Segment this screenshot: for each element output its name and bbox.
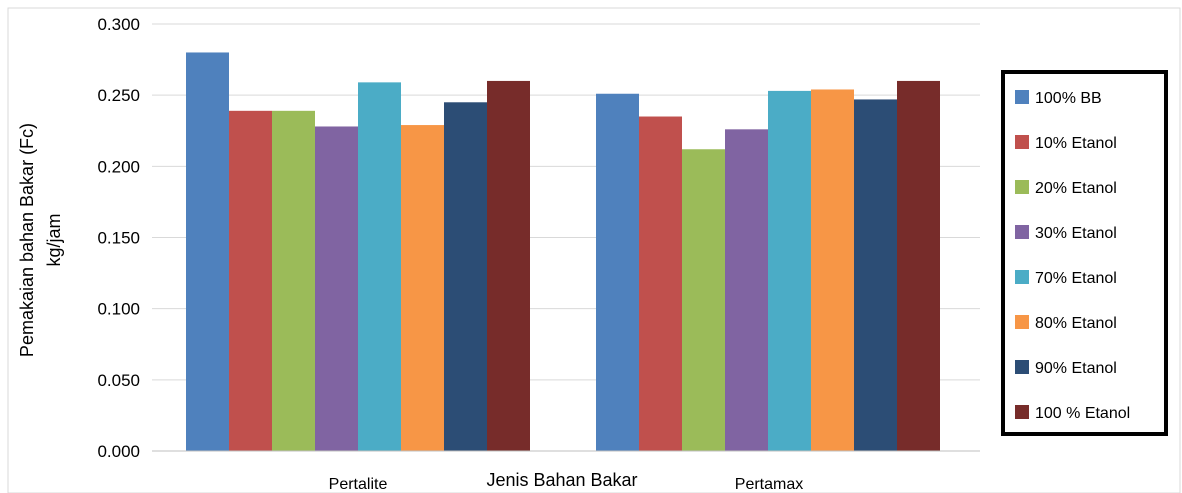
x-axis-title: Jenis Bahan Bakar [486,470,637,490]
legend-swatch [1015,135,1029,149]
bar [272,110,315,451]
legend-swatch [1015,315,1029,329]
bar [596,93,639,451]
legend-label: 100 % Etanol [1035,405,1130,422]
legend-label: 30% Etanol [1035,225,1117,242]
y-tick-label: 0.250 [97,86,140,105]
bar [487,80,530,451]
y-tick-labels: 0.000 0.050 0.100 0.150 0.200 0.250 0.300 [97,15,140,461]
bar [401,125,444,451]
bar [639,116,682,452]
bar [768,90,811,451]
bar [682,149,725,451]
y-tick-label: 0.200 [97,157,140,176]
y-tick-label: 0.100 [97,300,140,319]
bars [186,52,940,452]
bar [186,52,229,451]
y-axis-title-line2: kg/jam [44,213,64,266]
y-tick-label: 0.000 [97,442,140,461]
y-tick-label: 0.150 [97,229,140,248]
x-category-label: Pertalite [329,476,388,493]
legend-swatch [1015,270,1029,284]
bar [725,129,768,451]
legend-label: 20% Etanol [1035,180,1117,197]
y-axis-title: Pemakaian bahan Bakar (Fc) kg/jam [17,123,64,357]
legend-label: 90% Etanol [1035,360,1117,377]
legend-swatch [1015,180,1029,194]
y-tick-label: 0.050 [97,371,140,390]
legend-swatch [1015,360,1029,374]
bar [358,82,401,452]
legend-swatch [1015,405,1029,419]
y-tick-label: 0.300 [97,15,140,34]
legend-box [1001,70,1168,436]
legend-label: 100% BB [1035,90,1102,107]
x-category-label: Pertamax [735,476,803,493]
legend: 100% BB 10% Etanol 20% Etanol 30% Etanol 70%… [1001,70,1168,436]
y-axis-title-line1: Pemakaian bahan Bakar (Fc) [17,123,37,357]
legend-label: 80% Etanol [1035,315,1117,332]
legend-label: 70% Etanol [1035,270,1117,287]
legend-swatch [1015,225,1029,239]
x-category-labels: Pertalite Pertamax [329,476,804,493]
bar [229,110,272,451]
bar [811,89,854,452]
bar [897,80,940,451]
bar [444,102,487,452]
legend-label: 10% Etanol [1035,135,1117,152]
bar [854,99,897,451]
legend-swatch [1015,90,1029,104]
bar [315,126,358,451]
